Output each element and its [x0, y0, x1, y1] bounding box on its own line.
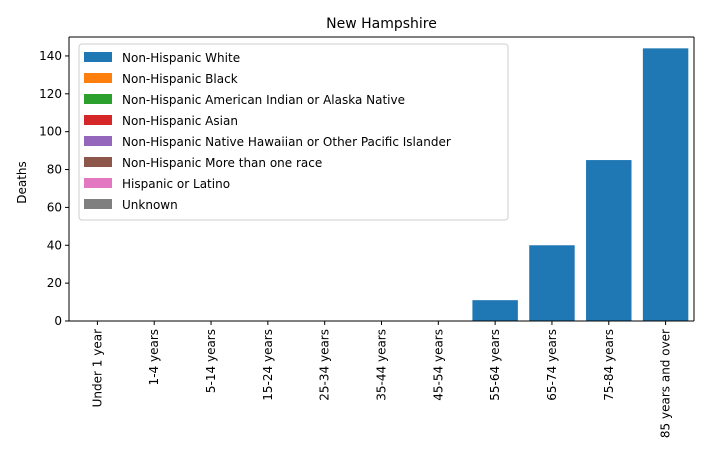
- y-tick-label: 20: [47, 276, 62, 290]
- x-tick-label: 65-74 years: [545, 329, 559, 401]
- legend-label: Unknown: [122, 198, 178, 212]
- y-axis-title: Deaths: [15, 161, 29, 204]
- legend-label: Non-Hispanic American Indian or Alaska N…: [122, 93, 405, 107]
- legend-swatch: [84, 94, 112, 104]
- x-tick-label: 25-34 years: [318, 329, 332, 401]
- x-tick-label: 85 years and over: [659, 329, 673, 438]
- plot-area: 0 20 40 60 80 100 120 140 Under 1 year 1-4 years 5…: [39, 36, 695, 438]
- x-tick-label: 1-4 years: [147, 329, 161, 385]
- legend-swatch: [84, 115, 112, 125]
- x-tick-label: 75-84 years: [602, 329, 616, 401]
- legend-label: Non-Hispanic Native Hawaiian or Other Pa…: [122, 135, 451, 149]
- legend-label: Non-Hispanic Black: [122, 72, 238, 86]
- y-tick-label: 120: [39, 87, 62, 101]
- legend-swatch: [84, 52, 112, 62]
- legend-swatch: [84, 136, 112, 146]
- y-tick-label: 80: [47, 163, 62, 177]
- y-tick-label: 0: [54, 314, 62, 328]
- bar-non-hispanic-white-8: [529, 245, 575, 321]
- x-tick-label: 35-44 years: [375, 329, 389, 401]
- legend-label: Non-Hispanic Asian: [122, 114, 238, 128]
- legend-swatch: [84, 73, 112, 83]
- x-tick-label: 5-14 years: [204, 329, 218, 393]
- y-tick-label: 140: [39, 49, 62, 63]
- bar-non-hispanic-white-10: [642, 48, 689, 322]
- legend-box: [78, 43, 509, 221]
- legend-swatch: [84, 157, 112, 167]
- x-tick-label: 55-64 years: [488, 329, 502, 401]
- x-tick-label: 15-24 years: [261, 329, 275, 401]
- chart-title: New Hampshire: [326, 16, 437, 32]
- y-tick-label: 60: [47, 200, 62, 214]
- y-tick-label: 100: [39, 125, 62, 139]
- bar-non-hispanic-white-9: [586, 160, 632, 321]
- x-tick-label: Under 1 year: [90, 329, 104, 407]
- legend-label: Hispanic or Latino: [122, 177, 230, 191]
- bar-non-hispanic-white-7: [472, 300, 518, 321]
- y-tick-label: 40: [47, 238, 62, 252]
- x-tick-label: 45-54 years: [431, 329, 445, 401]
- legend-label: Non-Hispanic White: [122, 51, 240, 65]
- legend-swatch: [84, 199, 112, 209]
- legend-swatch: [84, 178, 112, 188]
- legend-label: Non-Hispanic More than one race: [122, 156, 322, 170]
- legend: Non-Hispanic White Non-Hispanic Black Non-…: [78, 43, 509, 221]
